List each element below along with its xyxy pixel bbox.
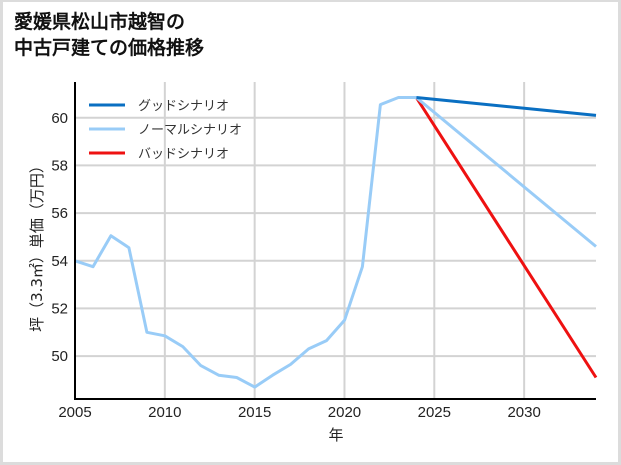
x-tick-label: 2030 — [507, 404, 540, 421]
bad-scenario-line — [415, 96, 598, 379]
x-tick-label: 2025 — [418, 404, 451, 421]
legend-label-normal: ノーマルシナリオ — [138, 123, 242, 138]
y-tick-label: 58 — [51, 157, 68, 174]
y-tick-label: 54 — [51, 253, 68, 270]
legend-label-good: グッドシナリオ — [138, 99, 229, 114]
normal-scenario-line — [415, 96, 597, 248]
y-tick-label: 52 — [51, 300, 68, 317]
axes — [74, 82, 596, 400]
y-tick-label: 50 — [51, 348, 68, 365]
chart-title: 愛媛県松山市越智の 中古戸建ての価格推移 — [14, 9, 204, 61]
y-tick-labels: 50 52 54 56 58 60 — [51, 110, 68, 365]
y-axis-label: 坪（3.3㎡）単価（万円） — [28, 158, 46, 332]
x-tick-label: 2010 — [148, 404, 181, 421]
y-tick-label: 56 — [51, 205, 68, 222]
x-tick-label: 2015 — [238, 404, 271, 421]
x-axis-label: 年 — [328, 426, 343, 444]
data-lines — [74, 96, 598, 389]
x-tick-labels: 2005 2010 2015 2020 2025 2030 — [58, 404, 541, 421]
y-tick-label: 60 — [51, 110, 68, 127]
grid-lines — [75, 82, 596, 399]
x-tick-label: 2005 — [58, 404, 91, 421]
good-scenario-line — [416, 96, 597, 117]
historical-price-line — [74, 96, 417, 389]
legend-label-bad: バッドシナリオ — [138, 147, 229, 162]
x-tick-label: 2020 — [328, 404, 361, 421]
chart-title-line2: 中古戸建ての価格推移 — [14, 37, 205, 59]
chart-title-line1: 愛媛県松山市越智の — [14, 11, 186, 33]
